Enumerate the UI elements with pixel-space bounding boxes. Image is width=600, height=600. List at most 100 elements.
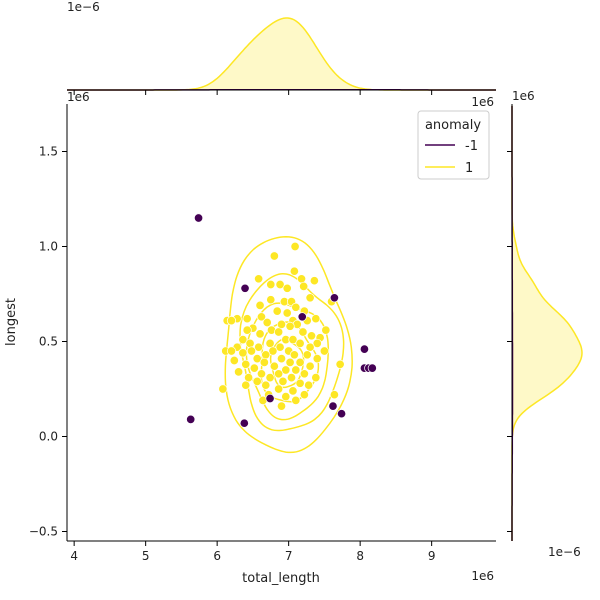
scatter-point-normal [226, 346, 236, 356]
x-tick-label: 7 [285, 549, 293, 563]
scatter-point-normal [274, 327, 284, 337]
scatter-point-normal [275, 279, 285, 290]
scatter-point-normal [229, 355, 239, 366]
scatter-point-normal [295, 378, 305, 388]
scatter-point-normal [266, 279, 276, 290]
scatter-point-normal [299, 281, 309, 291]
top-marginal-ticks [73, 90, 433, 95]
legend-label-normal: 1 [465, 161, 473, 176]
scatter-point-normal [288, 386, 298, 396]
scatter-point-normal [268, 346, 278, 356]
legend-label-anomaly: -1 [465, 139, 478, 154]
scatter-point-normal [245, 338, 255, 348]
scatter-point-normal [226, 316, 236, 326]
scatter-point-anomaly [239, 418, 249, 428]
scatter-point-anomaly [194, 213, 204, 223]
scatter-point-normal [252, 376, 262, 386]
top-marginal-kde-fill [67, 18, 496, 90]
y-tick-label: 1.0 [39, 240, 58, 254]
scatter-point-normal [311, 314, 321, 324]
scatter-point-normal [305, 361, 315, 371]
right-marginal-top-label: 1e6 [512, 89, 535, 103]
scatter-point-normal [242, 325, 252, 335]
scatter-point-normal [238, 348, 248, 358]
scatter-point-normal [252, 354, 262, 364]
scatter-point-normal [254, 274, 264, 284]
scatter-point-normal [262, 317, 272, 328]
scatter-point-normal [312, 338, 322, 348]
x-axis-offset-label: 1e6 [471, 569, 494, 583]
scatter-point-normal [335, 359, 345, 369]
scatter-point-anomaly [265, 393, 275, 404]
scatter-point-normal [274, 384, 284, 394]
scatter-point-normal [241, 359, 251, 369]
right-marginal-panel: 1e6 1e−6 [507, 89, 583, 559]
legend: anomaly -1 1 [417, 110, 490, 180]
y-axis-offset-label: 1e6 [67, 90, 90, 104]
scatter-point-normal [286, 373, 297, 383]
x-axis-ticks: 4 5 6 7 8 9 [70, 541, 435, 563]
scatter-point-anomaly [297, 312, 307, 322]
y-tick-label: −0.5 [29, 525, 58, 539]
scatter-point-normal [269, 251, 279, 261]
scatter-point-normal [282, 308, 292, 318]
scatter-point-normal [218, 384, 228, 394]
top-marginal-offset-label: 1e−6 [67, 0, 100, 14]
scatter-point-normal [256, 312, 267, 322]
scatter-point-normal [321, 325, 331, 335]
scatter-point-normal [299, 390, 309, 400]
scatter-point-normal [255, 329, 265, 339]
scatter-point-normal [291, 302, 301, 312]
scatter-points [186, 213, 377, 428]
scatter-point-normal [259, 357, 269, 367]
scatter-point-normal [305, 293, 315, 303]
right-marginal-ticks [507, 151, 512, 532]
scatter-point-normal [241, 380, 251, 390]
scatter-point-normal [305, 342, 315, 352]
top-marginal-right-label: 1e6 [471, 95, 494, 109]
scatter-point-normal [285, 357, 295, 367]
scatter-point-normal [312, 354, 322, 364]
scatter-point-normal [238, 335, 248, 345]
scatter-point-normal [281, 392, 291, 402]
scatter-point-normal [288, 335, 298, 345]
scatter-point-normal [274, 369, 284, 379]
y-tick-label: 0.0 [39, 430, 58, 444]
scatter-point-normal [275, 342, 285, 352]
scatter-point-normal [256, 369, 267, 379]
scatter-point-normal [285, 321, 295, 331]
scatter-point-normal [319, 346, 329, 356]
right-marginal-kde-fill [512, 105, 582, 542]
top-marginal-panel: 1e−6 1e6 [67, 0, 496, 109]
x-tick-label: 6 [213, 549, 221, 563]
scatter-point-anomaly [367, 363, 377, 373]
scatter-point-normal [291, 395, 301, 405]
x-axis-label: total_length [242, 571, 320, 586]
scatter-point-anomaly [240, 283, 250, 293]
scatter-point-normal [289, 266, 299, 276]
x-tick-label: 4 [70, 549, 78, 563]
scatter-point-normal [246, 346, 257, 356]
scatter-point-normal [242, 314, 252, 324]
legend-title: anomaly [425, 118, 481, 133]
scatter-point-normal [295, 338, 305, 348]
scatter-point-normal [276, 354, 287, 364]
scatter-point-normal [244, 373, 254, 383]
scatter-point-anomaly [359, 344, 369, 354]
scatter-point-normal [309, 276, 319, 286]
x-tick-label: 8 [356, 549, 364, 563]
scatter-point-normal [278, 376, 288, 386]
scatter-point-normal [290, 241, 300, 252]
scatter-point-normal [329, 390, 339, 400]
scatter-point-normal [291, 365, 301, 375]
scatter-point-normal [289, 350, 299, 360]
scatter-point-normal [272, 306, 282, 316]
scatter-point-normal [276, 319, 287, 329]
scatter-point-anomaly [186, 414, 196, 424]
x-tick-label: 9 [428, 549, 436, 563]
scatter-point-normal [299, 369, 309, 379]
scatter-point-normal [254, 342, 264, 352]
scatter-point-normal [265, 338, 275, 348]
scatter-point-normal [269, 361, 279, 371]
